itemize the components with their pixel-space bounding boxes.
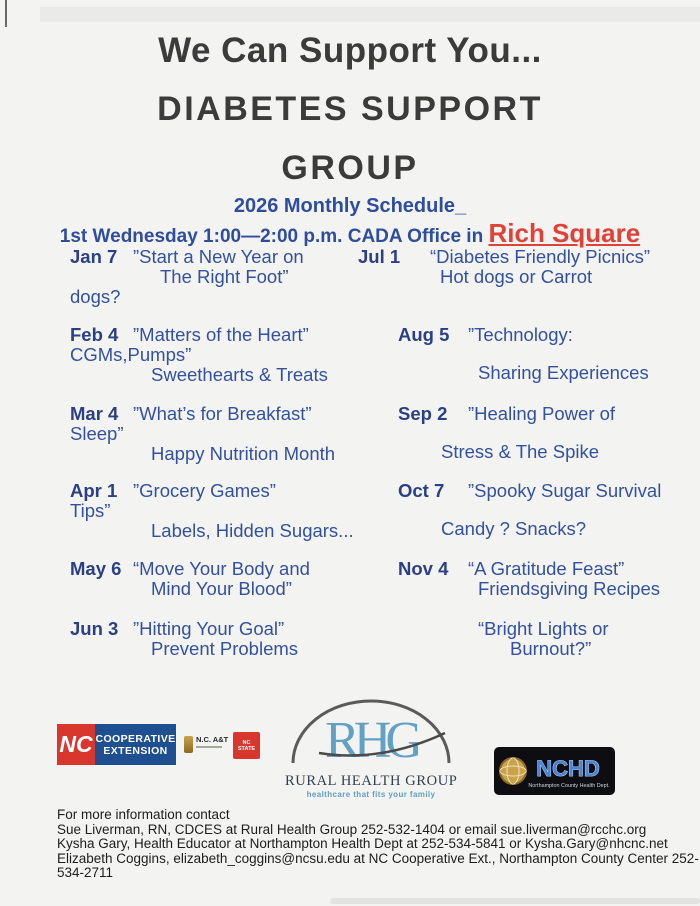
schedule-entry-apr-1: Apr 1 ”Grocery Games” Tips” Labels, Hidden … bbox=[70, 481, 390, 541]
scan-artifact-bottom bbox=[330, 898, 700, 904]
schedule-line: “Move Your Body and bbox=[133, 558, 310, 579]
schedule-date: Sep 2 bbox=[398, 403, 448, 424]
rhg-name: RURAL HEALTH GROUP bbox=[285, 773, 458, 789]
svg-text:Northampton County Health Dept: Northampton County Health Dept. bbox=[528, 783, 609, 789]
ncce-line2: EXTENSION bbox=[103, 744, 168, 757]
nc-at-logo: N.C. A&T bbox=[184, 736, 228, 753]
schedule-line: ”Healing Power of bbox=[468, 403, 616, 424]
schedule-line: dogs? bbox=[70, 286, 121, 307]
schedule-line: Burnout?” bbox=[510, 638, 592, 659]
rural-health-group-logo: RHG RURAL HEALTH GROUP healthcare that f… bbox=[285, 697, 457, 799]
schedule-line: “A Gratitude Feast” bbox=[468, 558, 625, 579]
schedule-entry-jul-1: Jul 1 “Diabetes Friendly Picnics” Hot dogs… bbox=[358, 247, 693, 287]
schedule-line: “Bright Lights or bbox=[478, 618, 609, 639]
schedule-line: ”What’s for Breakfast” bbox=[133, 403, 312, 424]
schedule-entry-aug-5: Aug 5 ”Technology: Sharing Experiences bbox=[358, 325, 693, 383]
contact-kysha-gary: Kysha Gary, Health Educator at Northampt… bbox=[57, 836, 668, 851]
schedule-line: The Right Foot” bbox=[160, 266, 289, 287]
meeting-location: Rich Square bbox=[488, 218, 641, 248]
rhg-tagline: healthcare that fits your family bbox=[306, 790, 436, 799]
ncce-line1: COOPERATIVE bbox=[95, 732, 176, 745]
ncce-wordmark: COOPERATIVE EXTENSION bbox=[95, 724, 176, 765]
nc-at-label: N.C. A&T bbox=[196, 735, 229, 744]
schedule-line: Labels, Hidden Sugars... bbox=[151, 520, 354, 541]
schedule-line: ”Grocery Games” bbox=[133, 480, 276, 501]
meeting-time-text: 1st Wednesday 1:00—2:00 p.m. CADA Office… bbox=[59, 226, 489, 247]
contact-intro: For more information contact bbox=[57, 807, 230, 822]
contact-elizabeth-coggins: Elizabeth Coggins, elizabeth_coggins@ncs… bbox=[57, 850, 699, 866]
schedule-entry-jun-3: Jun 3 ”Hitting Your Goal” Prevent Problems bbox=[70, 619, 390, 659]
schedule-line: Candy ? Snacks? bbox=[441, 518, 587, 539]
scan-artifact-tick bbox=[5, 0, 7, 27]
schedule-line: Prevent Problems bbox=[151, 638, 299, 659]
schedule-entry-oct-7: Oct 7 ”Spooky Sugar Survival Candy ? Snack… bbox=[358, 481, 693, 539]
schedule-line: “Diabetes Friendly Picnics” bbox=[430, 246, 651, 267]
schedule-line: ”Matters of the Heart” bbox=[133, 324, 309, 345]
schedule-date: Oct 7 bbox=[398, 480, 445, 501]
schedule-line: ”Start a New Year on bbox=[133, 246, 304, 267]
contact-info: For more information contact Sue Liverma… bbox=[57, 807, 699, 881]
ncce-nc-badge: NC bbox=[57, 724, 95, 765]
schedule-date: Jul 1 bbox=[358, 246, 401, 267]
schedule-entry-sep-2: Sep 2 ”Healing Power of Stress & The Spike bbox=[358, 404, 693, 462]
schedule-line: Mind Your Blood” bbox=[151, 578, 292, 599]
schedule-line: Happy Nutrition Month bbox=[151, 443, 336, 464]
schedule-line: Sharing Experiences bbox=[478, 362, 649, 383]
schedule-entry: “Bright Lights or Burnout?” bbox=[358, 619, 693, 659]
meeting-time-line: 1st Wednesday 1:00—2:00 p.m. CADA Office… bbox=[0, 219, 700, 251]
schedule-entry-jan-7: Jan 7 ”Start a New Year on The Right Foot”… bbox=[70, 247, 390, 307]
contact-phone-wrap: 534-2711 bbox=[57, 865, 114, 880]
schedule-line: Sleep” bbox=[70, 423, 124, 444]
schedule-date: May 6 bbox=[70, 558, 122, 579]
nc-state-logo: NC STATE bbox=[233, 732, 260, 759]
schedule-line: Friendsgiving Recipes bbox=[478, 578, 661, 599]
schedule-line: ”Spooky Sugar Survival bbox=[468, 480, 662, 501]
schedule-line: Stress & The Spike bbox=[441, 441, 600, 462]
schedule-entry-mar-4: Mar 4 ”What’s for Breakfast” Sleep” Happy N… bbox=[70, 404, 390, 464]
schedule-line: ”Technology: bbox=[468, 324, 573, 345]
scan-artifact-band bbox=[40, 7, 700, 22]
schedule-entry-feb-4: Feb 4 ”Matters of the Heart” CGMs,Pumps” Sw… bbox=[70, 325, 390, 385]
schedule-date: Apr 1 bbox=[70, 480, 118, 501]
schedule-date: Nov 4 bbox=[398, 558, 449, 579]
schedule-line: ”Hitting Your Goal” bbox=[133, 618, 285, 639]
title-line-1: We Can Support You... bbox=[158, 31, 542, 70]
schedule-date: Jan 7 bbox=[70, 246, 118, 267]
nc-at-subline bbox=[196, 746, 222, 748]
svg-text:RHG: RHG bbox=[325, 712, 421, 769]
svg-text:NCHD: NCHD bbox=[536, 756, 600, 781]
schedule-subtitle: 2026 Monthly Schedule_ bbox=[233, 195, 467, 217]
schedule-line: CGMs,Pumps” bbox=[70, 344, 192, 365]
flyer-header: We Can Support You... DIABETES SUPPORT G… bbox=[0, 0, 700, 251]
schedule-date: Feb 4 bbox=[70, 324, 119, 345]
nc-at-shield-icon bbox=[184, 736, 193, 753]
title-line-3: GROUP bbox=[281, 149, 419, 187]
schedule-entry-nov-4: Nov 4 “A Gratitude Feast” Friendsgiving Re… bbox=[358, 559, 693, 599]
rhg-arc-monogram-icon: RHG bbox=[291, 699, 451, 769]
schedule-date: Mar 4 bbox=[70, 403, 119, 424]
schedule-entry-may-6: May 6 “Move Your Body and Mind Your Blood” bbox=[70, 559, 390, 599]
nc-cooperative-extension-logo: NC COOPERATIVE EXTENSION bbox=[57, 724, 176, 765]
nc-at-wordmark: N.C. A&T bbox=[196, 736, 228, 748]
title-line-2: DIABETES SUPPORT bbox=[157, 90, 543, 128]
nchd-logo: NCHD Northampton County Health Dept. bbox=[494, 747, 615, 800]
schedule-line: Tips” bbox=[70, 500, 111, 521]
schedule-line: Hot dogs or Carrot bbox=[440, 266, 593, 287]
nchd-logo-graphic: NCHD Northampton County Health Dept. bbox=[494, 747, 615, 795]
schedule-line: Sweethearts & Treats bbox=[151, 364, 328, 385]
schedule-date: Aug 5 bbox=[398, 324, 450, 345]
contact-sue-liverman: Sue Liverman, RN, CDCES at Rural Health … bbox=[57, 821, 647, 837]
schedule-date: Jun 3 bbox=[70, 618, 119, 639]
